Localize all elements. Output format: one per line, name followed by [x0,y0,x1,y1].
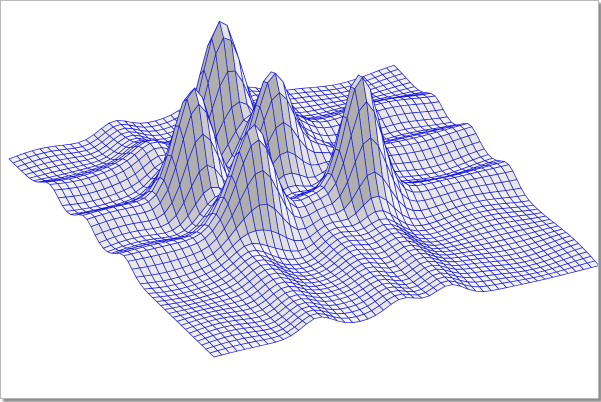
surface-mesh [8,21,598,358]
mesh-cell [209,350,223,358]
